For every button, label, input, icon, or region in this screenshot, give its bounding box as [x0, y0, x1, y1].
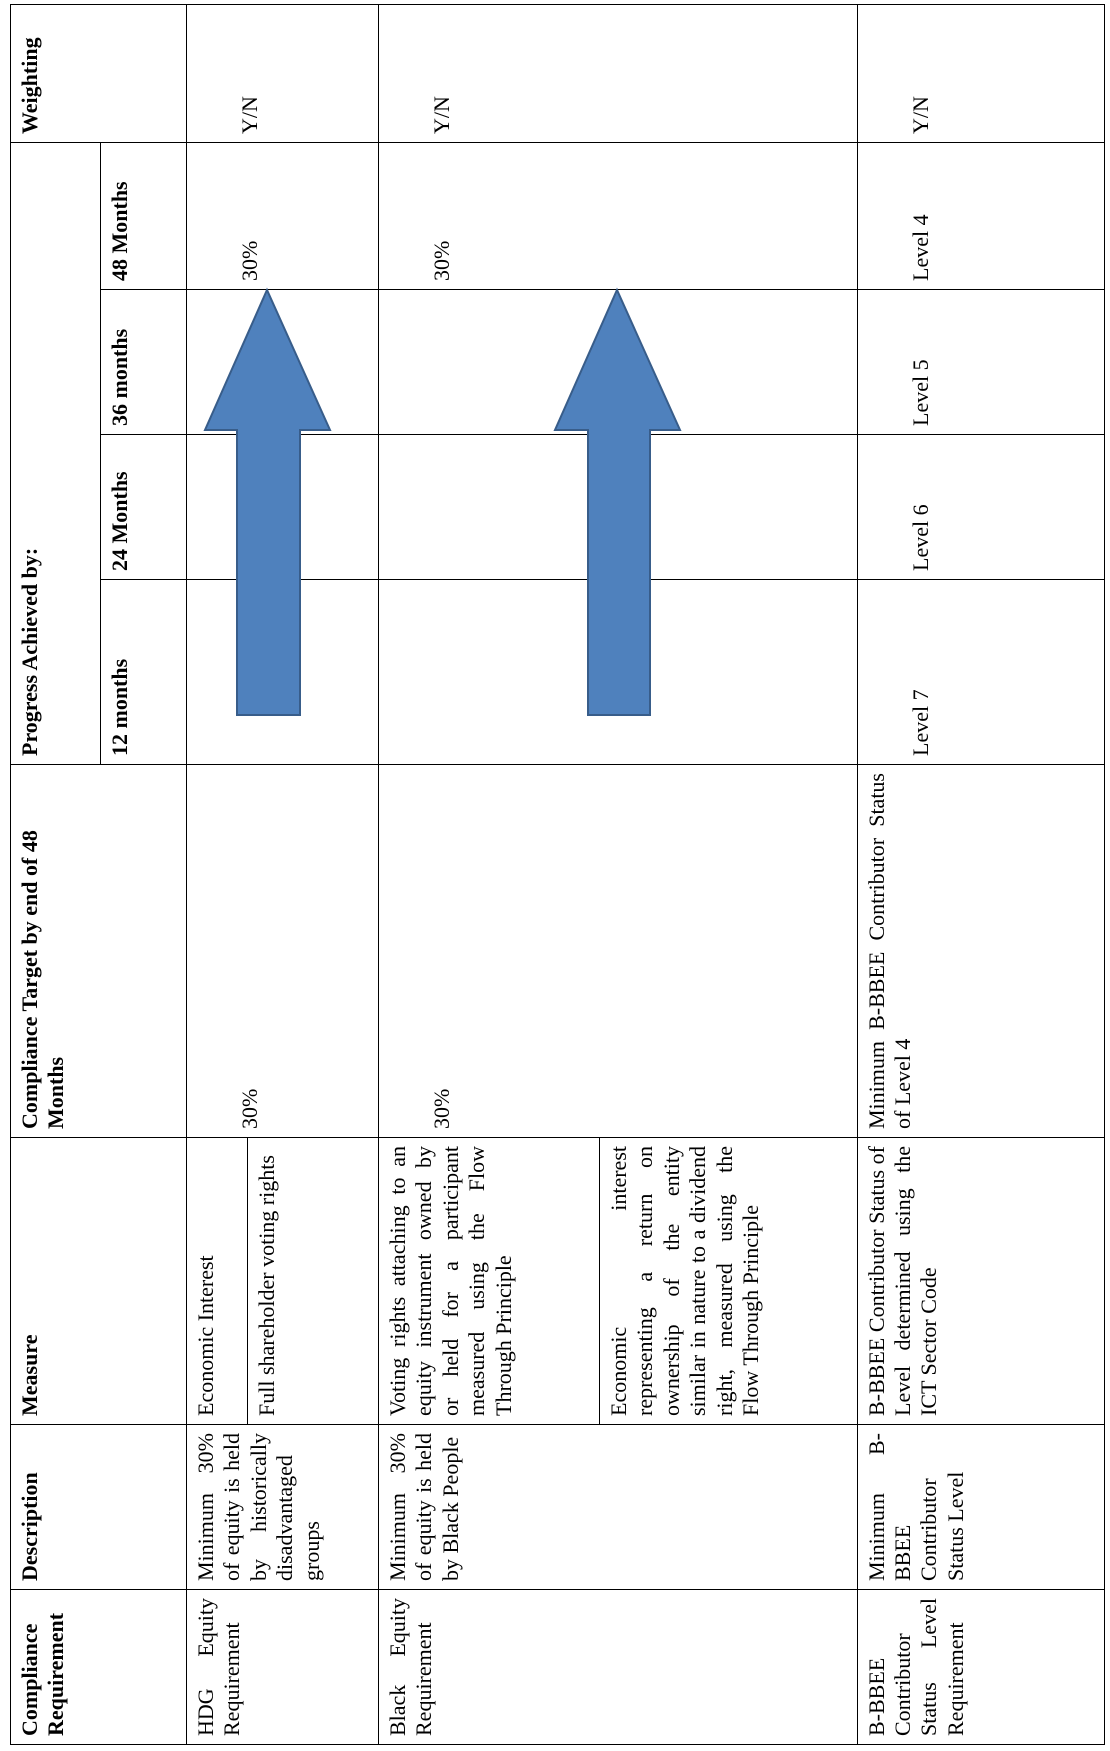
arrow	[203, 287, 332, 716]
arrow	[553, 287, 682, 716]
arrows	[203, 287, 682, 716]
rotated-table: Compliance Requirement Description Measu…	[10, 4, 1105, 1745]
